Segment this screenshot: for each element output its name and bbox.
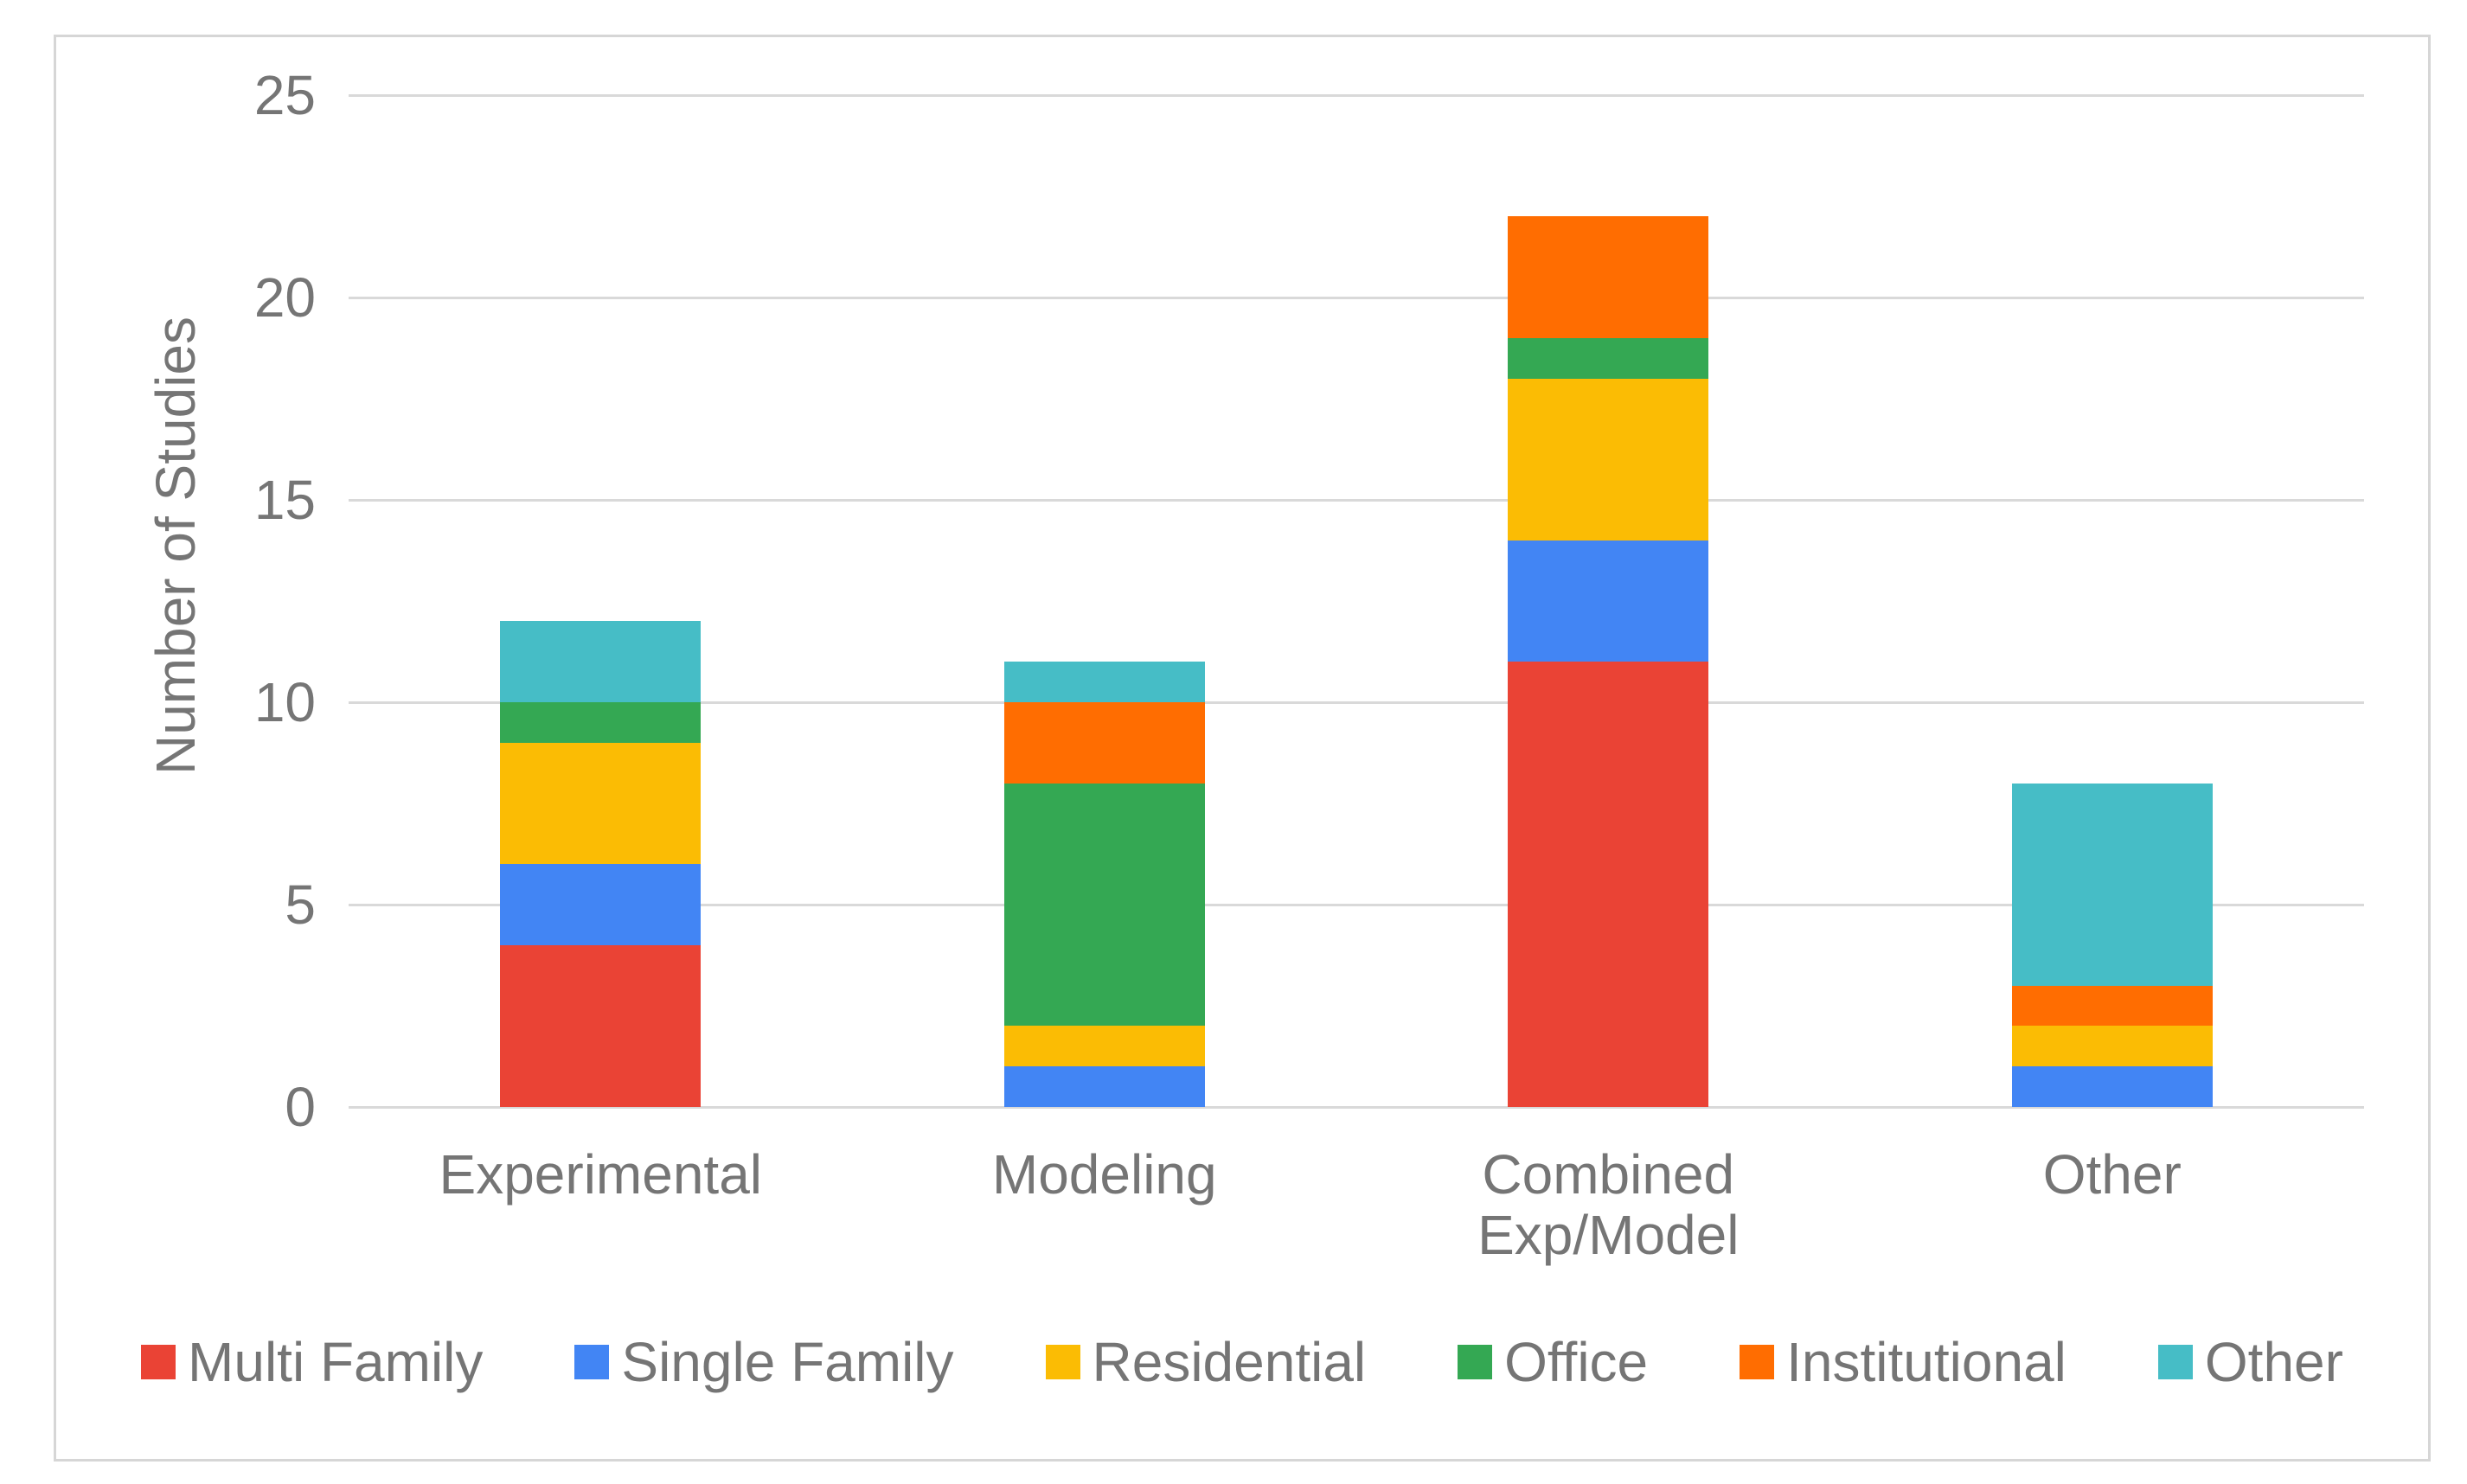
gridline-y20 — [349, 296, 2364, 299]
legend: Multi Family Single Family Residential Offi… — [54, 1332, 2431, 1392]
bar-segment-single-family — [1003, 1066, 1205, 1107]
bar-segment-single-family — [2011, 1066, 2213, 1107]
y-axis-title: Number of Studies — [144, 316, 207, 776]
chart-frame: 0 5 10 15 20 25 Number of Studies Experimenta… — [54, 35, 2431, 1462]
legend-label: Institutional — [1786, 1331, 2067, 1393]
legend-label: Residential — [1092, 1331, 1367, 1393]
x-category-label-line: Experimental — [439, 1143, 763, 1206]
y-tick-label-10: 10 — [253, 671, 316, 733]
bar-segment-residential — [2011, 1026, 2213, 1067]
legend-swatch-icon — [574, 1345, 610, 1379]
x-category-label-line: Other — [2042, 1143, 2182, 1206]
bar-segment-institutional — [2011, 985, 2213, 1027]
bar-modeling — [1003, 95, 1205, 1107]
legend-label: Single Family — [621, 1331, 954, 1393]
bar-segment-office — [1003, 783, 1205, 1027]
x-category-label-modeling: Modeling — [853, 1144, 1357, 1205]
legend-label: Other — [2204, 1331, 2343, 1393]
x-category-label-experimental: Experimental — [349, 1144, 853, 1205]
bar-segment-residential — [1003, 1026, 1205, 1067]
legend-swatch-icon — [1045, 1345, 1080, 1379]
legend-swatch-icon — [141, 1345, 176, 1379]
legend-item-multi-family: Multi Family — [141, 1332, 483, 1392]
legend-label: Multi Family — [188, 1331, 484, 1393]
bar-segment-residential — [1508, 378, 1709, 541]
y-tick-label-5: 5 — [285, 873, 316, 936]
y-tick-label-20: 20 — [253, 266, 316, 329]
legend-item-residential: Residential — [1045, 1331, 1367, 1393]
legend-swatch-icon — [1740, 1345, 1775, 1379]
x-category-label-line: Combined — [1482, 1143, 1735, 1206]
bar-segment-single-family — [500, 864, 702, 945]
bar-segment-office — [1508, 337, 1709, 379]
bar-segment-institutional — [1508, 216, 1709, 338]
bar-segment-single-family — [1508, 540, 1709, 662]
x-category-label-line: Modeling — [991, 1143, 1217, 1206]
bar-combined-exp-model — [1508, 95, 1709, 1107]
y-tick-label-0: 0 — [285, 1076, 316, 1138]
gridline-y15 — [349, 498, 2364, 502]
x-category-label-combined-exp-model: Combined Exp/Model — [1356, 1144, 1861, 1265]
plot-area: 0 5 10 15 20 25 — [254, 67, 2364, 1135]
legend-swatch-icon — [1458, 1345, 1493, 1379]
legend-item-office: Office — [1458, 1332, 1648, 1392]
y-tick-label-25: 25 — [253, 64, 316, 126]
bar-segment-other — [2011, 783, 2213, 986]
bar-segment-office — [500, 702, 702, 743]
gridline-y5 — [349, 903, 2364, 906]
gridline-y25 — [349, 93, 2364, 97]
legend-item-institutional: Institutional — [1740, 1332, 2067, 1392]
gridline-y10 — [349, 700, 2364, 704]
bar-other — [2011, 95, 2213, 1107]
bar-segment-multi-family — [500, 944, 702, 1107]
legend-label: Office — [1504, 1331, 1649, 1393]
bar-segment-multi-family — [1508, 662, 1709, 1107]
bar-segment-other — [500, 621, 702, 702]
bar-segment-institutional — [1003, 702, 1205, 784]
x-category-label-line: Exp/Model — [1477, 1204, 1740, 1266]
y-tick-label-15: 15 — [253, 469, 316, 531]
bar-experimental — [500, 95, 702, 1107]
bar-segment-other — [1003, 662, 1205, 702]
legend-swatch-icon — [2157, 1345, 2193, 1379]
legend-item-single-family: Single Family — [574, 1331, 954, 1393]
legend-item-other: Other — [2157, 1331, 2343, 1393]
bar-segment-residential — [500, 742, 702, 865]
x-category-label-other: Other — [1861, 1144, 2365, 1205]
gridline-y0 — [349, 1105, 2364, 1109]
